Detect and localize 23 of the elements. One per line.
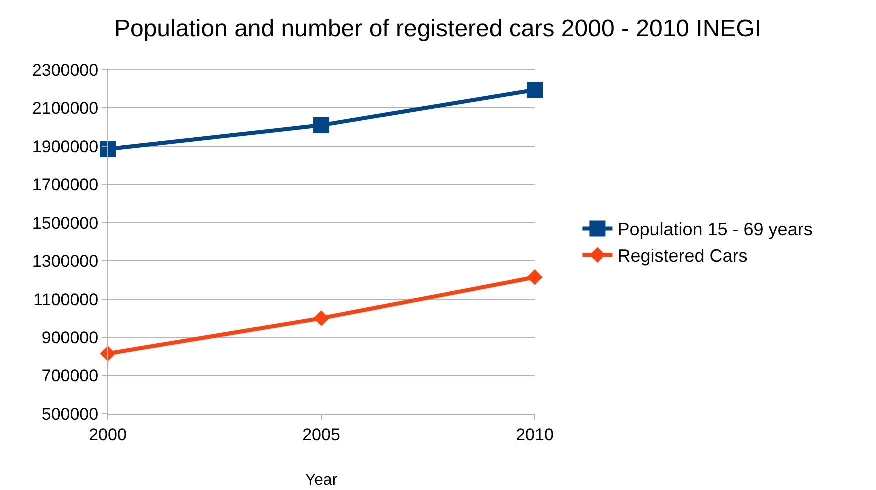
point xyxy=(527,82,543,98)
y-tick-label: 900000 xyxy=(42,328,99,348)
point xyxy=(100,141,116,158)
y-tick-label: 2300000 xyxy=(32,60,99,80)
y-tick-label: 1700000 xyxy=(32,176,99,195)
point xyxy=(527,270,543,286)
x-tick-label: 2005 xyxy=(302,425,340,444)
y-tick-label: 500000 xyxy=(42,404,99,424)
legend-label: Population 15 - 69 years xyxy=(618,220,813,240)
y-tick-label: 700000 xyxy=(42,366,99,386)
chart-title: Population and number of registered cars 2000 - 2010 INEGI xyxy=(114,15,762,42)
y-tick-label: 1100000 xyxy=(34,290,99,310)
y-tick-label: 1300000 xyxy=(32,252,99,272)
y-tick-label: 2100000 xyxy=(32,99,99,118)
y-tick-label: 1500000 xyxy=(32,214,99,233)
x-tick-label: 2010 xyxy=(516,425,554,444)
x-tick-label: 2000 xyxy=(89,425,127,444)
x-axis-title: Year xyxy=(305,472,338,490)
point xyxy=(314,310,330,326)
legend-label: Registered Cars xyxy=(618,246,748,266)
point xyxy=(100,346,116,362)
y-tick-label: 1900000 xyxy=(32,137,99,156)
point xyxy=(314,117,330,134)
